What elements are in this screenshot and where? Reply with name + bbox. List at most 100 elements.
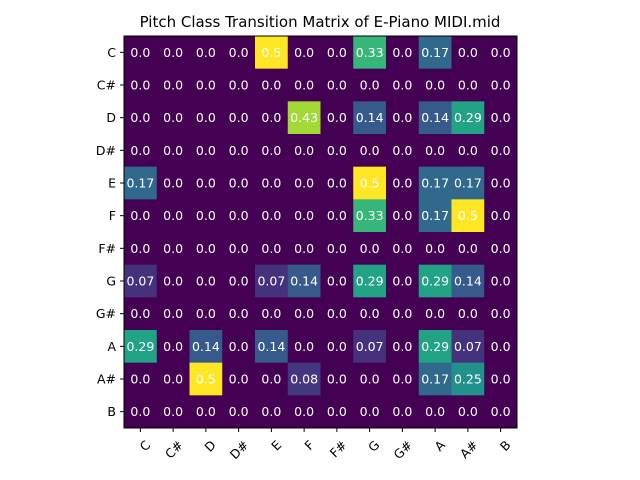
heatmap-cell (255, 134, 289, 168)
heatmap-cell (156, 134, 190, 168)
heatmap-cell (451, 297, 485, 331)
cell-value-label: 0.0 (229, 404, 249, 419)
cell-value-label: 0.0 (392, 208, 412, 223)
cell-value-label: 0.0 (261, 404, 281, 419)
cell-value-label: 0.0 (229, 143, 249, 158)
y-tick-label: G# (96, 306, 116, 321)
heatmap-cell (353, 134, 387, 168)
heatmap-cell (287, 330, 321, 364)
y-tick-label: F# (98, 241, 116, 256)
heatmap-cell (124, 232, 158, 266)
cell-value-label: 0.0 (163, 372, 183, 387)
cell-value-label: 0.0 (392, 143, 412, 158)
cell-value-label: 0.0 (163, 241, 183, 256)
heatmap-cell (353, 232, 387, 266)
heatmap-cell (222, 101, 256, 135)
cell-value-label: 0.0 (360, 404, 380, 419)
heatmap-cell (124, 362, 158, 396)
cell-value-label: 0.5 (360, 176, 380, 191)
cell-value-label: 0.0 (491, 208, 511, 223)
heatmap-cell (156, 330, 190, 364)
cell-value-label: 0.33 (356, 208, 384, 223)
heatmap-cell (255, 68, 289, 102)
cell-value-label: 0.0 (392, 306, 412, 321)
heatmap-cell (156, 199, 190, 233)
cell-value-label: 0.0 (458, 241, 478, 256)
heatmap-cell (386, 68, 420, 102)
cell-value-label: 0.0 (196, 110, 216, 125)
heatmap-cell (222, 36, 256, 70)
cell-value-label: 0.0 (360, 241, 380, 256)
heatmap-cell (418, 36, 452, 70)
cell-value-label: 0.0 (327, 274, 347, 289)
cell-value-label: 0.17 (126, 176, 154, 191)
cell-value-label: 0.0 (130, 241, 150, 256)
cell-value-label: 0.0 (392, 78, 412, 93)
x-tick-label: C# (162, 437, 186, 461)
heatmap-cell (484, 297, 518, 331)
cell-value-label: 0.0 (229, 208, 249, 223)
heatmap-cell (484, 101, 518, 135)
heatmap-cell (484, 395, 518, 429)
cell-value-label: 0.0 (130, 110, 150, 125)
heatmap-cell (156, 36, 190, 70)
cell-value-label: 0.0 (294, 176, 314, 191)
x-tick-label: G# (390, 437, 415, 462)
heatmap-cell (255, 330, 289, 364)
heatmap-cell (287, 232, 321, 266)
heatmap-cell (353, 36, 387, 70)
heatmap-cell (418, 134, 452, 168)
heatmap-cell (255, 199, 289, 233)
cell-value-label: 0.14 (257, 339, 285, 354)
cell-value-label: 0.0 (163, 143, 183, 158)
cell-value-label: 0.0 (261, 143, 281, 158)
heatmap-cell (222, 166, 256, 200)
cell-value-label: 0.29 (421, 274, 449, 289)
heatmap-cell (353, 264, 387, 298)
cell-value-label: 0.0 (425, 241, 445, 256)
heatmap-cell (255, 264, 289, 298)
heatmap-cell (386, 297, 420, 331)
heatmap-cell (451, 264, 485, 298)
x-tick-label: D# (227, 437, 252, 462)
heatmap-cell (386, 36, 420, 70)
heatmap-cell (156, 232, 190, 266)
heatmap-cell (418, 68, 452, 102)
cell-value-label: 0.07 (257, 274, 285, 289)
heatmap-cell (484, 134, 518, 168)
cell-value-label: 0.0 (163, 339, 183, 354)
heatmap-cell (451, 232, 485, 266)
y-tick-label: D (106, 110, 116, 125)
heatmap-cell (484, 199, 518, 233)
cell-value-label: 0.0 (163, 78, 183, 93)
cell-value-label: 0.07 (126, 274, 154, 289)
heatmap-cell (418, 232, 452, 266)
x-tick-label: F# (327, 437, 350, 460)
cell-value-label: 0.0 (294, 306, 314, 321)
cell-value-label: 0.0 (425, 78, 445, 93)
cell-value-label: 0.0 (491, 274, 511, 289)
cell-value-label: 0.0 (261, 208, 281, 223)
heatmap-cell (418, 395, 452, 429)
heatmap-cell (353, 297, 387, 331)
cell-value-label: 0.0 (360, 372, 380, 387)
cell-value-label: 0.0 (229, 274, 249, 289)
x-tick-label: A# (457, 437, 481, 461)
heatmap-cell (287, 362, 321, 396)
heatmap-cell (484, 362, 518, 396)
heatmap-cell (451, 36, 485, 70)
cell-value-label: 0.0 (294, 404, 314, 419)
cell-value-label: 0.0 (327, 208, 347, 223)
heatmap-cell (353, 166, 387, 200)
cell-value-label: 0.0 (392, 404, 412, 419)
cell-value-label: 0.0 (458, 45, 478, 60)
cell-value-label: 0.17 (421, 176, 449, 191)
cell-value-label: 0.0 (196, 143, 216, 158)
cell-value-label: 0.0 (196, 45, 216, 60)
cell-value-label: 0.0 (392, 45, 412, 60)
heatmap-cell (320, 330, 354, 364)
heatmap-cell (156, 68, 190, 102)
heatmap-cell (124, 68, 158, 102)
y-tick-label: F (109, 208, 116, 223)
